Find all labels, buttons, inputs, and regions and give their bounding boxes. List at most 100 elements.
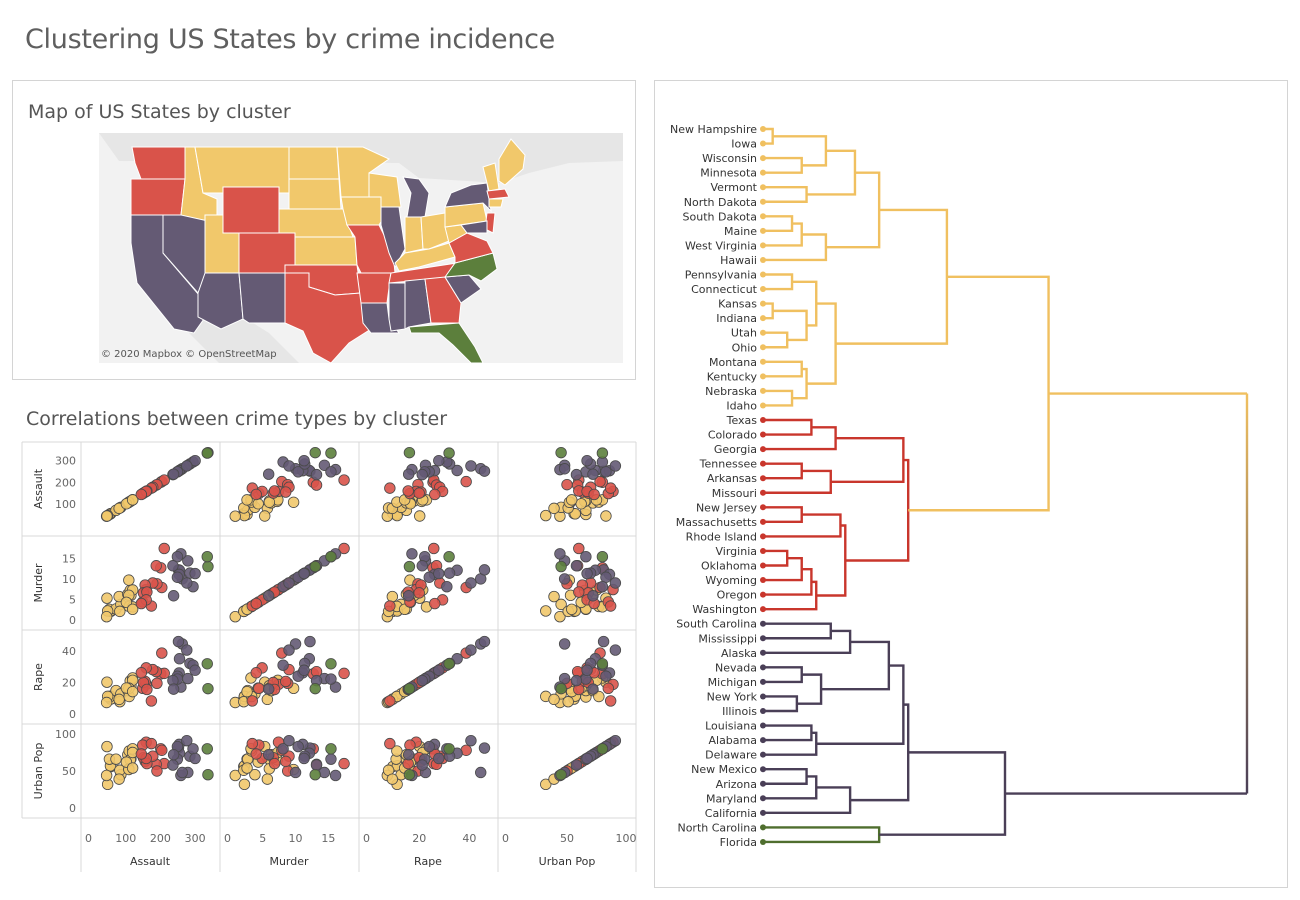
- scatter-point[interactable]: [100, 769, 113, 782]
- leaf-node[interactable]: [760, 809, 766, 816]
- scatter-point[interactable]: [555, 446, 567, 459]
- scatter-point[interactable]: [575, 498, 587, 510]
- scatter-point[interactable]: [433, 567, 445, 580]
- scatter-point[interactable]: [189, 664, 201, 676]
- scatter-point[interactable]: [338, 757, 350, 770]
- scatter-point[interactable]: [429, 488, 441, 501]
- scatter-point[interactable]: [277, 659, 289, 671]
- scatter-point[interactable]: [283, 460, 295, 472]
- scatter-point[interactable]: [416, 759, 428, 771]
- scatter-point[interactable]: [596, 580, 609, 593]
- scatter-point[interactable]: [126, 494, 139, 506]
- scatter-point[interactable]: [413, 487, 425, 499]
- scatter-point[interactable]: [558, 672, 571, 685]
- leaf-node[interactable]: [760, 591, 766, 598]
- leaf-node[interactable]: [760, 213, 766, 220]
- scatter-point[interactable]: [580, 550, 592, 563]
- scatter-point[interactable]: [581, 664, 593, 676]
- scatter-point[interactable]: [600, 571, 612, 583]
- scatter-point[interactable]: [587, 683, 599, 695]
- scatter-point[interactable]: [423, 740, 435, 753]
- scatter-point[interactable]: [609, 734, 622, 747]
- leaf-node[interactable]: [760, 155, 766, 162]
- scatter-point[interactable]: [189, 567, 201, 580]
- scatter-point[interactable]: [460, 475, 472, 488]
- scatter-point[interactable]: [402, 468, 415, 480]
- scatter-point[interactable]: [478, 465, 491, 477]
- scatter-point[interactable]: [167, 560, 179, 572]
- scatter-point[interactable]: [250, 488, 262, 501]
- state-wyoming[interactable]: [222, 186, 280, 234]
- leaf-node[interactable]: [760, 402, 766, 409]
- scatter-point[interactable]: [478, 742, 491, 754]
- scatter-point[interactable]: [406, 548, 418, 560]
- scatter-point[interactable]: [114, 605, 126, 618]
- leaf-node[interactable]: [760, 533, 766, 540]
- scatter-point[interactable]: [441, 580, 453, 593]
- scatter-point[interactable]: [298, 752, 310, 765]
- scatter-point[interactable]: [259, 510, 271, 522]
- leaf-node[interactable]: [760, 838, 766, 845]
- scatter-point[interactable]: [123, 574, 135, 586]
- scatter-point[interactable]: [189, 752, 201, 765]
- scatter-point[interactable]: [600, 670, 612, 682]
- scatter-point[interactable]: [433, 455, 445, 467]
- scatter-point[interactable]: [145, 695, 158, 707]
- scatter-point[interactable]: [229, 769, 241, 782]
- scatter-point[interactable]: [609, 460, 622, 472]
- scatter-point[interactable]: [593, 690, 605, 703]
- leaf-node[interactable]: [760, 722, 766, 729]
- scatter-point[interactable]: [113, 773, 125, 785]
- scatter-point[interactable]: [145, 737, 158, 750]
- state-new-mexico[interactable]: [238, 272, 286, 324]
- state-louisiana[interactable]: [360, 302, 400, 334]
- leaf-node[interactable]: [760, 198, 766, 205]
- scatter-point[interactable]: [246, 737, 258, 750]
- scatter-point[interactable]: [403, 560, 416, 573]
- scatter-point[interactable]: [250, 597, 262, 610]
- scatter-point[interactable]: [283, 734, 295, 747]
- scatter-point[interactable]: [173, 653, 186, 665]
- scatter-point[interactable]: [100, 696, 113, 709]
- leaf-node[interactable]: [760, 693, 766, 700]
- leaf-node[interactable]: [760, 489, 766, 496]
- scatter-point[interactable]: [141, 683, 153, 696]
- leaf-node[interactable]: [760, 475, 766, 482]
- scatter-point[interactable]: [465, 644, 477, 656]
- scatter-point[interactable]: [429, 597, 441, 610]
- leaf-node[interactable]: [760, 271, 766, 278]
- scatter-point[interactable]: [250, 667, 262, 679]
- scatter-point[interactable]: [554, 548, 566, 560]
- state-connecticut[interactable]: [488, 198, 504, 208]
- leaf-node[interactable]: [760, 373, 766, 380]
- scatter-point[interactable]: [555, 598, 567, 611]
- scatter-point[interactable]: [298, 455, 310, 467]
- state-indiana[interactable]: [404, 216, 424, 254]
- scatter-point[interactable]: [540, 509, 552, 522]
- scatter-point[interactable]: [201, 447, 213, 459]
- scatter-point[interactable]: [386, 590, 399, 603]
- scatter-point[interactable]: [280, 755, 292, 768]
- scatter-point[interactable]: [443, 447, 455, 459]
- scatter-point[interactable]: [181, 460, 193, 472]
- scatter-point[interactable]: [167, 683, 180, 695]
- scatter-point[interactable]: [414, 510, 426, 522]
- state-vermont-new-hampshire[interactable]: [482, 162, 500, 192]
- scatter-point[interactable]: [167, 468, 180, 480]
- scatter-point[interactable]: [325, 550, 337, 563]
- scatter-point[interactable]: [325, 658, 337, 670]
- scatter-point[interactable]: [167, 590, 180, 602]
- scatter-point[interactable]: [558, 463, 571, 475]
- scatter-point[interactable]: [309, 560, 321, 573]
- scatter-point[interactable]: [465, 460, 477, 472]
- scatter-point[interactable]: [465, 734, 477, 747]
- scatter-point[interactable]: [171, 571, 184, 583]
- leaf-node[interactable]: [760, 620, 766, 627]
- scatter-point[interactable]: [101, 592, 113, 604]
- scatter-point[interactable]: [202, 769, 214, 781]
- scatter-point[interactable]: [561, 478, 573, 491]
- scatter-point[interactable]: [384, 695, 396, 707]
- leaf-node[interactable]: [760, 344, 766, 351]
- leaf-node[interactable]: [760, 460, 766, 467]
- leaf-node[interactable]: [760, 286, 766, 293]
